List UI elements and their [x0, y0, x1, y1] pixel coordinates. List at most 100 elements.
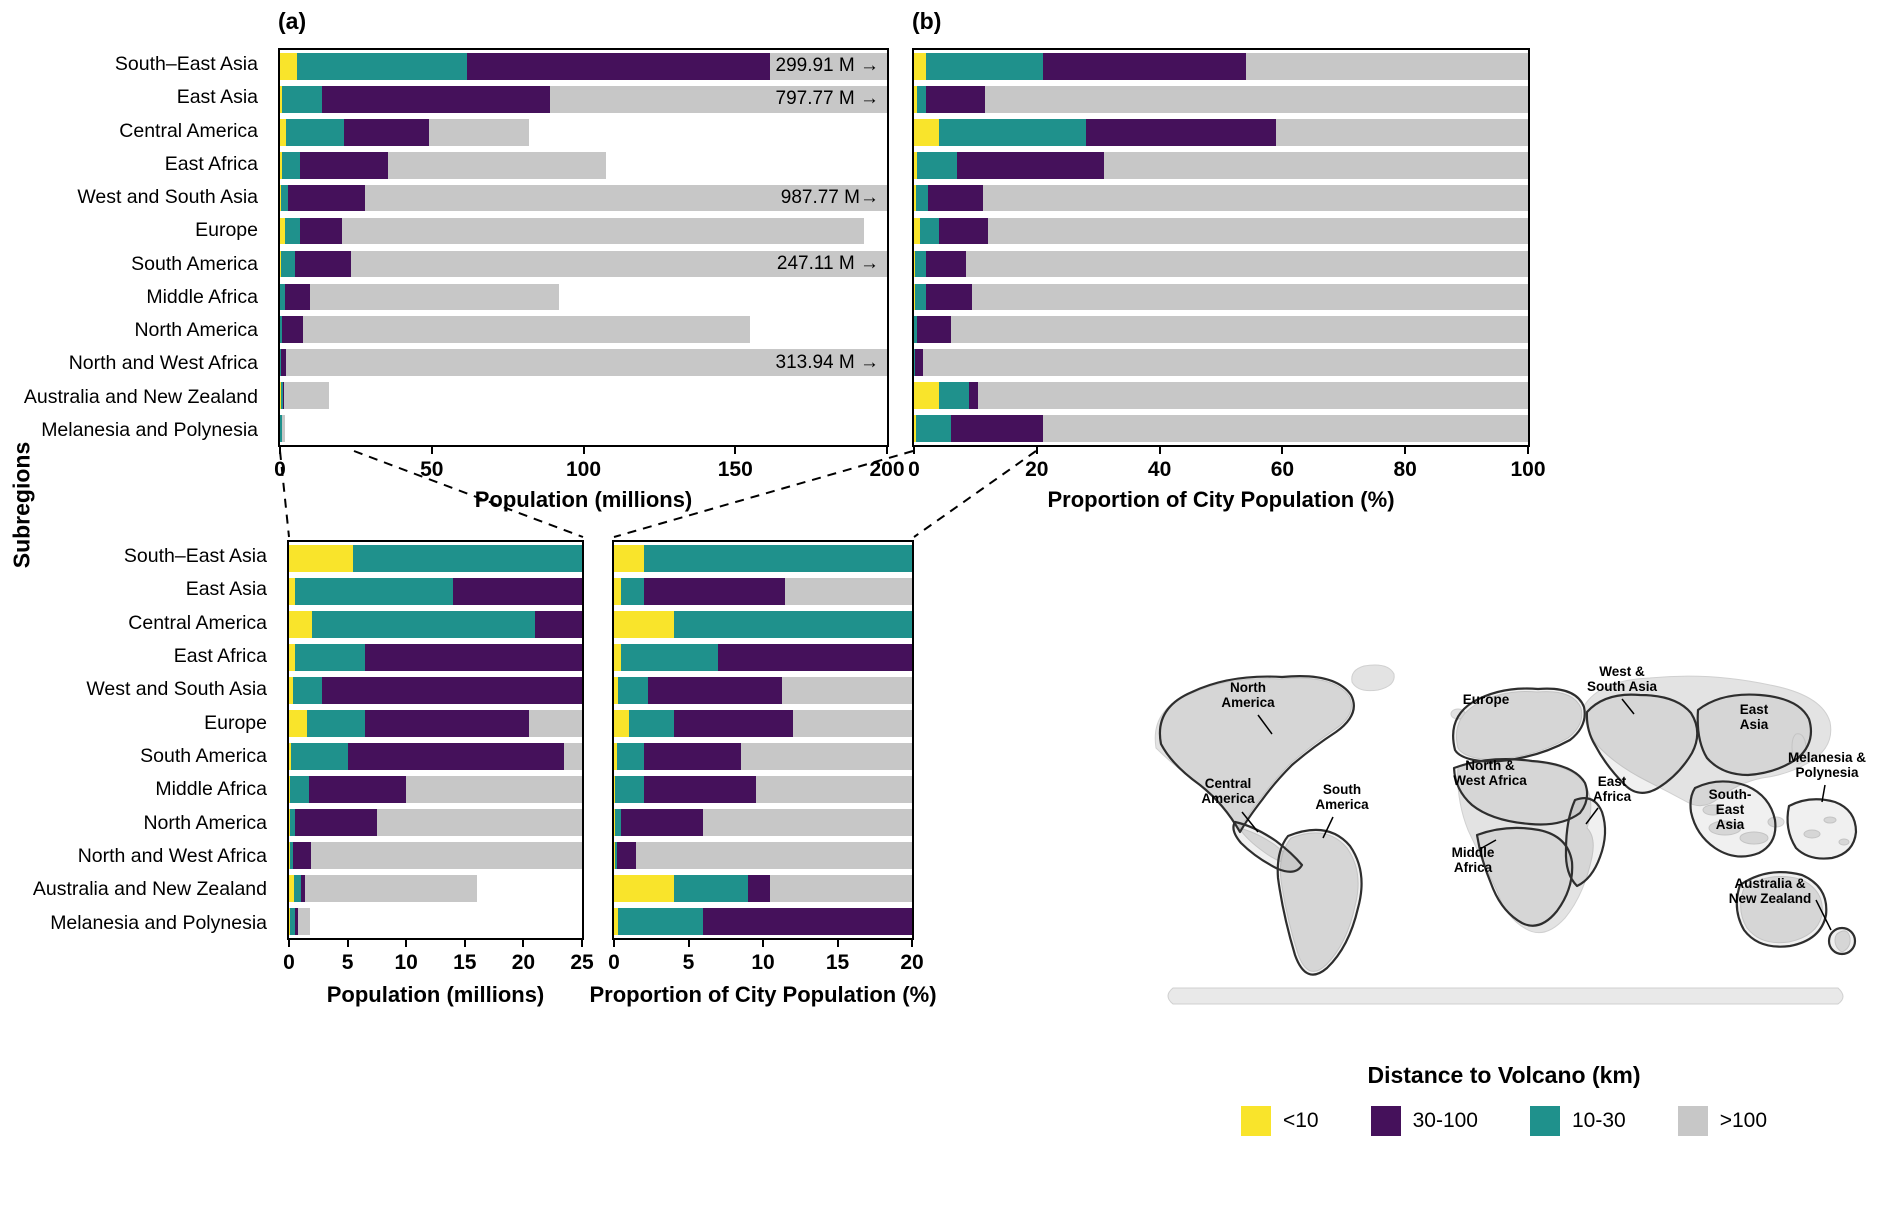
category-label: East Africa	[164, 152, 258, 175]
map-region-label: Central America	[1201, 776, 1255, 806]
axis-tick	[1158, 445, 1161, 454]
bar-segment-lt10	[914, 118, 939, 146]
bar-segment-t10_30	[920, 217, 939, 245]
bar-row	[280, 148, 887, 182]
bar-segment-gt100	[285, 349, 887, 377]
chart-zoom-a: 0 5 10 15 20 25	[283, 540, 594, 974]
bar-segment-t30_100	[285, 283, 311, 311]
bar-segment-t30_100	[365, 644, 582, 671]
bar-row	[289, 740, 582, 773]
bar-segment-lt10	[914, 184, 916, 212]
bar-segment-t30_100	[748, 875, 771, 902]
map-region-australia	[1735, 871, 1828, 948]
axis-tick-label: 25	[570, 951, 594, 974]
bar-row	[914, 148, 1528, 182]
bar-segment-t10_30	[280, 283, 286, 311]
bar-segment-gt100	[311, 842, 582, 869]
axis-tick	[288, 938, 290, 947]
bar-row	[614, 740, 912, 773]
axis-tick	[463, 938, 466, 947]
x-axis-title-zoom-b: Proportion of City Population (%)	[589, 982, 937, 1007]
bar-segment-gt100	[983, 184, 1528, 212]
axis-tick-label: 100	[1510, 458, 1546, 481]
category-label: North America	[134, 319, 258, 342]
bar-row	[280, 82, 887, 116]
bar-segment-gt100	[984, 86, 1528, 113]
bar-segment-lt10	[280, 382, 282, 409]
bar-row	[289, 641, 582, 674]
bar-segment-t30_100	[288, 184, 365, 212]
total-annotation: 797.77 M →	[775, 88, 880, 110]
stacked-bar	[914, 53, 1528, 80]
bar-segment-t30_100	[926, 86, 985, 113]
legend-item: 10-30	[1529, 1106, 1626, 1136]
bar-segment-t10_30	[917, 86, 927, 113]
bar-segment-t30_100	[643, 578, 786, 605]
bar-row	[914, 181, 1528, 215]
bar-segment-gt100	[770, 53, 887, 80]
bar-segment-t10_30	[286, 118, 344, 146]
bar-segment-lt10	[280, 250, 281, 278]
axis-tick	[687, 938, 690, 947]
category-label: South America	[131, 252, 258, 275]
bar-segment-t10_30	[289, 908, 295, 935]
bar-segment-t10_30	[292, 677, 322, 704]
axis-tick	[405, 938, 408, 947]
bar-segment-t30_100	[718, 644, 912, 671]
stacked-bar	[280, 53, 887, 80]
chart-panel-b: 0 20 40 60 80 100	[908, 48, 1546, 481]
category-label: Central America	[128, 611, 267, 634]
bar-segment-lt10	[289, 611, 313, 638]
bar-segment-t10_30	[643, 545, 912, 572]
map-region-east-asia	[1696, 693, 1813, 777]
category-label: West and South Asia	[77, 186, 258, 209]
axis-tick-label: 100	[565, 458, 602, 481]
bar-segment-t10_30	[621, 578, 644, 605]
bar-row	[614, 872, 912, 905]
bar-row	[614, 674, 912, 707]
stacked-bar	[914, 250, 1528, 278]
bar-row	[280, 181, 887, 215]
bar-segment-t10_30	[306, 710, 366, 737]
bar-row	[289, 542, 582, 575]
axis-tick-label: 80	[1393, 458, 1417, 481]
legend-swatch	[1240, 1106, 1271, 1136]
map-label-pointer-line	[1257, 714, 1273, 735]
bar-row	[914, 346, 1528, 380]
bar-segment-lt10	[280, 184, 281, 212]
map-region-middle-africa	[1475, 826, 1574, 927]
bar-row	[614, 707, 912, 740]
axis-tick	[886, 445, 888, 454]
total-annotation: 247.11 M →	[776, 252, 879, 274]
axis-tick	[913, 445, 915, 454]
map-continents	[1154, 664, 1851, 1005]
bar-segment-t10_30	[280, 316, 282, 344]
bar-segment-t30_100	[673, 710, 793, 737]
bar-segment-gt100	[364, 184, 887, 212]
bar-segment-lt10	[289, 743, 292, 770]
bar-segment-lt10	[289, 545, 354, 572]
bar-segment-t10_30	[915, 250, 927, 278]
bar-segment-t10_30	[914, 283, 927, 311]
chart-zoom-b: 0 5 10 15 20	[608, 540, 924, 974]
bar-segment-lt10	[614, 545, 644, 572]
panel-a-label: (a)	[278, 8, 307, 34]
legend-item: 30-100	[1370, 1106, 1478, 1136]
bar-segment-t30_100	[1042, 53, 1246, 80]
bar-row	[914, 379, 1528, 413]
stacked-bar	[289, 710, 582, 737]
bar-segment-gt100	[428, 118, 529, 146]
bar-segment-t30_100	[643, 743, 741, 770]
bar-segment-gt100	[387, 151, 607, 179]
stacked-bar	[289, 842, 582, 869]
bar-segment-gt100	[785, 578, 912, 605]
bar-row	[289, 674, 582, 707]
bar-row	[289, 608, 582, 641]
axis-tick-label: 20	[511, 951, 536, 974]
bar-row	[914, 313, 1528, 347]
bar-segment-t10_30	[915, 184, 929, 212]
bar-segment-t30_100	[322, 86, 551, 113]
legend-swatch	[1370, 1106, 1401, 1136]
map-region-label: East Asia	[1740, 702, 1769, 732]
map-region-central-america	[1232, 820, 1304, 873]
